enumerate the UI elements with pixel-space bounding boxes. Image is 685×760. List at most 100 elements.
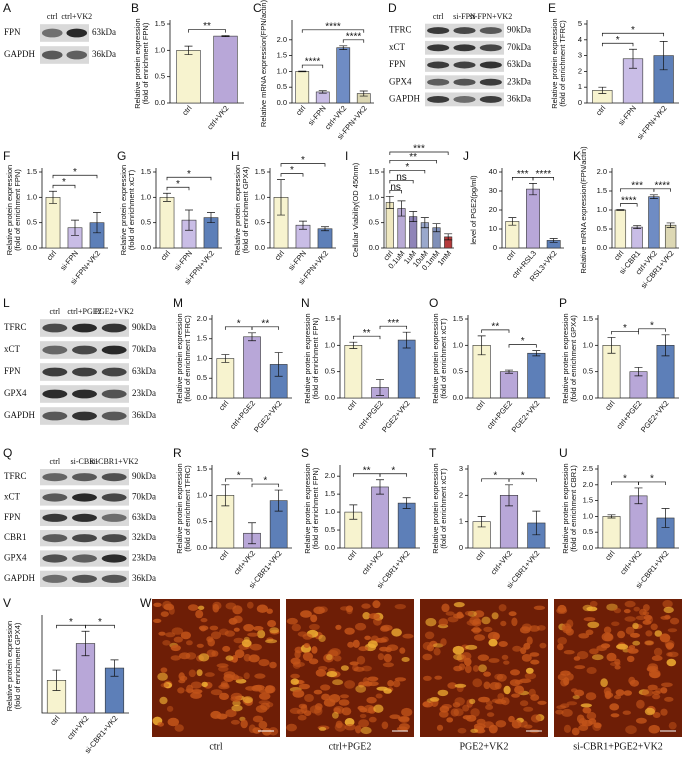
- cell: [635, 615, 646, 620]
- error-bar: [529, 183, 537, 196]
- panel-label: Q: [3, 446, 12, 460]
- significance-label: ****: [654, 180, 670, 191]
- error-bar: [532, 350, 541, 357]
- cell: [160, 611, 169, 617]
- band: [72, 574, 97, 583]
- cell: [660, 687, 668, 694]
- y-axis-label: (fold of enrichment xCT): [127, 169, 136, 250]
- cell: [587, 621, 600, 628]
- y-tick-label: 0.5: [583, 367, 593, 376]
- lane-label: ctrl+PGE2: [67, 307, 101, 316]
- x-tick-label: ctrl: [180, 104, 194, 118]
- cell: [302, 652, 313, 661]
- cell: [488, 658, 500, 663]
- error-bar: [633, 225, 642, 229]
- panel-label: W: [140, 596, 152, 610]
- y-axis-label: Relative protein expression: [431, 313, 440, 403]
- cell: [265, 685, 276, 694]
- band: [101, 554, 127, 563]
- cell: [581, 719, 593, 727]
- size-label: 36kDa: [132, 410, 156, 420]
- cell: [576, 651, 589, 660]
- cell: [423, 675, 432, 681]
- size-label: 23kDa: [507, 76, 531, 86]
- cell: [473, 610, 485, 618]
- cell: [664, 614, 671, 620]
- cell: [210, 631, 222, 640]
- bar: [664, 224, 677, 249]
- x-tick-label: ctrl: [45, 249, 59, 263]
- cell: [511, 719, 522, 729]
- cell: [651, 655, 663, 661]
- lane-label: ctrl+VK2: [61, 12, 92, 21]
- error-bar: [666, 222, 675, 228]
- band: [101, 493, 127, 502]
- cell: [230, 719, 240, 725]
- cell: [624, 600, 636, 608]
- cell: [464, 657, 472, 666]
- cell: [329, 694, 341, 703]
- cell: [318, 606, 328, 613]
- cell: [539, 642, 547, 649]
- y-tick-label: 0: [578, 98, 582, 107]
- cell: [508, 611, 517, 617]
- cell: [197, 605, 205, 610]
- size-label: 23kDa: [132, 553, 156, 563]
- x-tick-label: si-FPN: [58, 249, 80, 272]
- y-tick-label: 1.0: [197, 353, 207, 362]
- y-tick-label: 1.0: [197, 490, 207, 499]
- y-axis-label: Relative protein expression: [119, 165, 128, 255]
- error-bar: [409, 211, 418, 223]
- cell: [210, 689, 223, 696]
- error-bar: [207, 212, 215, 224]
- cell: [379, 646, 389, 652]
- cell: [159, 696, 168, 705]
- cell: [269, 627, 280, 634]
- cell: [497, 693, 505, 701]
- y-tick-label: 0.5: [453, 367, 463, 376]
- cell: [335, 720, 343, 729]
- significance-label: *: [301, 155, 305, 166]
- cell: [265, 639, 278, 644]
- cell: [338, 699, 350, 706]
- cell: [662, 600, 673, 608]
- cell: [452, 645, 465, 655]
- cell: [186, 684, 194, 694]
- y-tick-label: 1: [459, 517, 463, 526]
- significance-label: *: [263, 476, 267, 487]
- band: [453, 95, 476, 103]
- error-bar: [616, 209, 625, 211]
- significance-label: ****: [305, 57, 321, 68]
- cell: [665, 642, 675, 649]
- bar: [336, 47, 351, 104]
- x-tick-label: ctrl: [273, 249, 287, 263]
- significance-label: *: [73, 167, 77, 178]
- significance-label: *: [391, 465, 395, 476]
- y-axis-label: (fold of enrichment FPN): [311, 317, 320, 399]
- y-axis-label: Relative protein expression: [303, 313, 312, 403]
- y-tick-label: 0.0: [141, 243, 151, 252]
- x-tick-label: ctrl+VK2: [360, 549, 385, 577]
- band: [42, 323, 68, 333]
- error-bar: [477, 335, 486, 356]
- y-tick-label: 0.0: [155, 98, 165, 107]
- error-bar: [277, 179, 285, 216]
- cell: [509, 679, 521, 687]
- protein-label: GPX4: [389, 76, 412, 86]
- band: [42, 367, 68, 377]
- cell: [225, 655, 234, 661]
- cell: [472, 618, 482, 625]
- cell: [318, 634, 326, 643]
- cell: [474, 634, 485, 641]
- cell: [437, 689, 449, 697]
- error-bar: [376, 479, 384, 495]
- band: [72, 534, 97, 543]
- significance-bracket: [301, 64, 324, 69]
- cell: [560, 703, 570, 708]
- cell: [644, 640, 655, 646]
- cell: [391, 628, 402, 637]
- cell: [166, 705, 174, 712]
- panel-label: I: [345, 149, 348, 163]
- cell: [321, 693, 331, 701]
- y-tick-label: 1.0: [453, 340, 463, 349]
